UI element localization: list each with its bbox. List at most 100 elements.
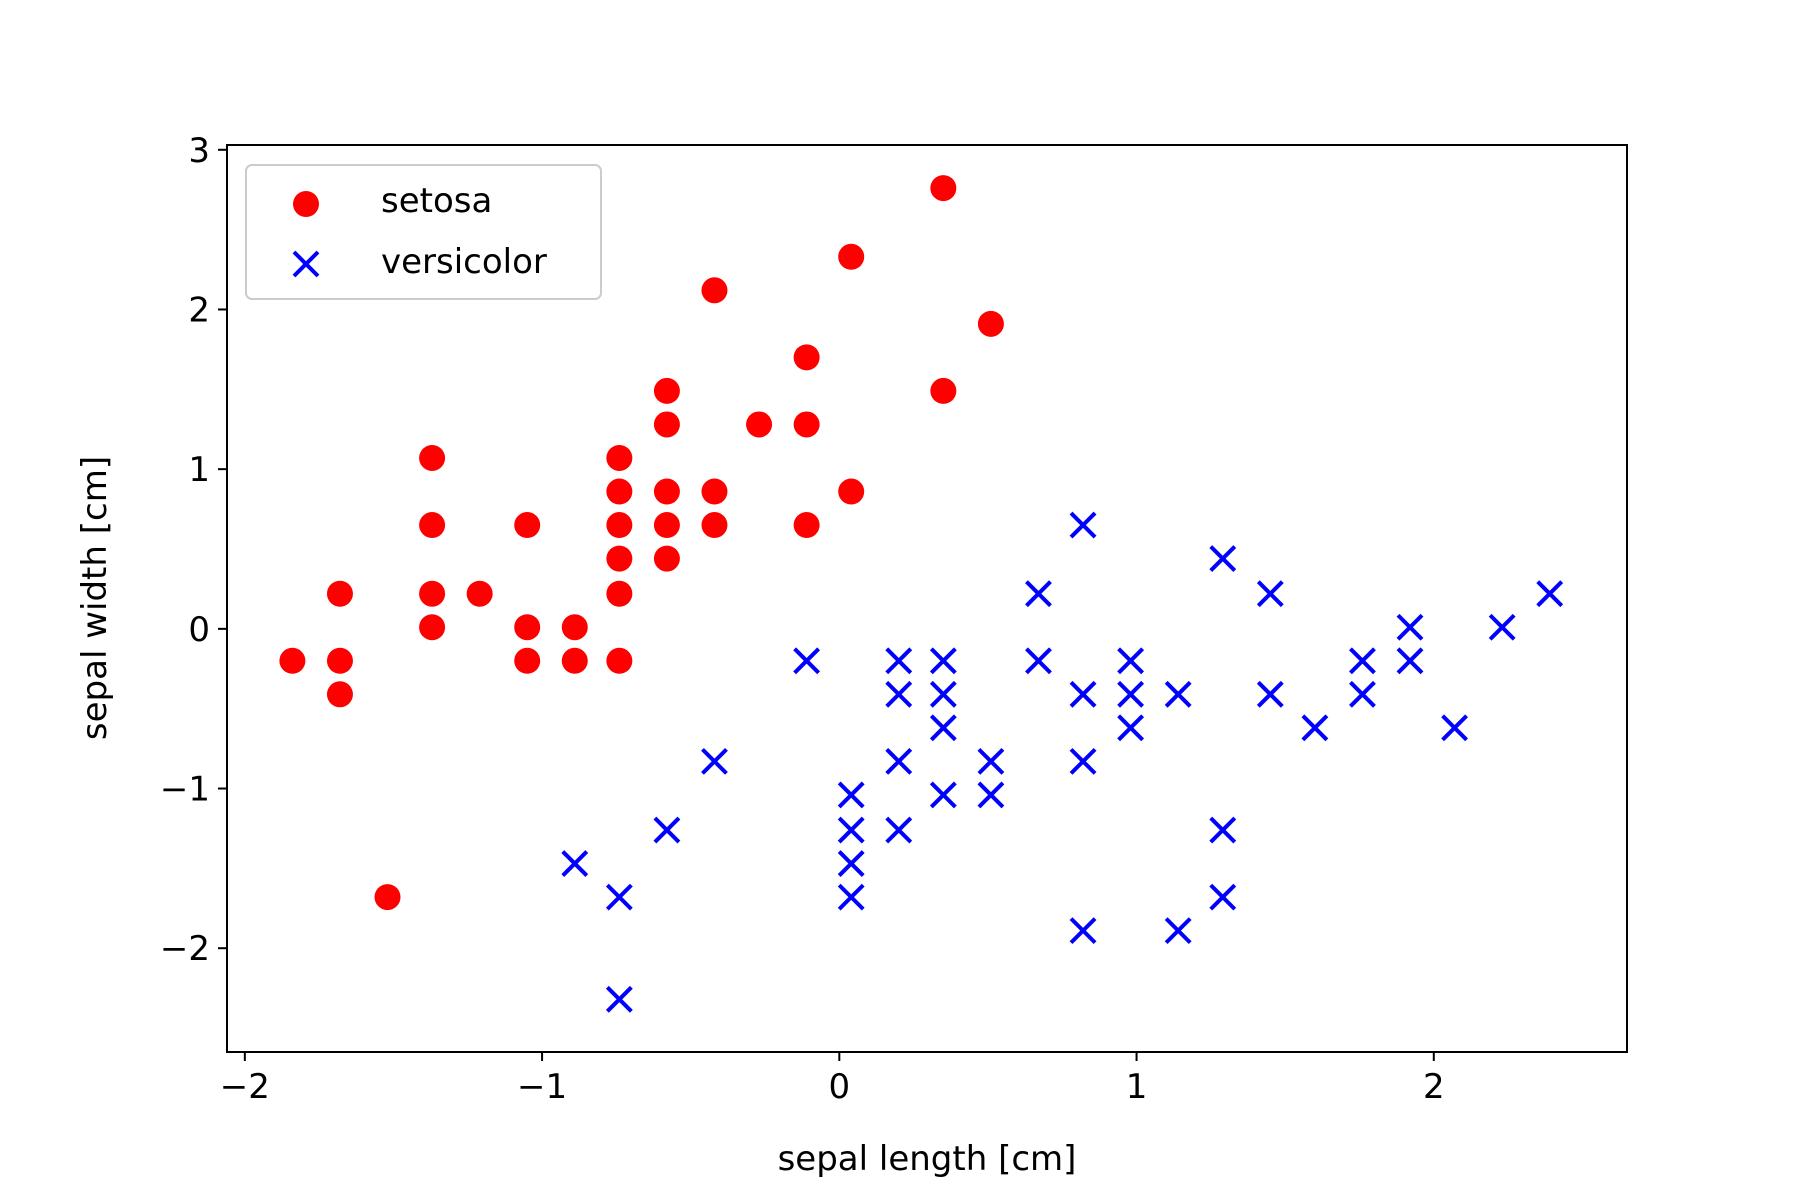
legend-label-setosa: setosa — [381, 181, 492, 221]
setosa-point — [561, 614, 588, 641]
versicolor-point — [605, 985, 633, 1013]
setosa-point — [514, 647, 541, 674]
setosa-point — [419, 512, 446, 539]
legend-marker-versicolor — [292, 250, 320, 278]
versicolor-point — [701, 747, 728, 775]
setosa-point — [653, 377, 680, 404]
setosa-point — [701, 512, 728, 539]
versicolor-point — [1256, 580, 1284, 608]
setosa-point — [930, 377, 957, 404]
versicolor-point — [793, 647, 821, 675]
y-tick-label: −1 — [160, 770, 210, 810]
versicolor-point — [837, 883, 865, 911]
setosa-point — [606, 580, 633, 607]
versicolor-point — [1025, 580, 1052, 608]
setosa-point — [606, 444, 633, 471]
setosa-point — [653, 545, 680, 572]
versicolor-point — [885, 816, 913, 844]
versicolor-point — [1301, 714, 1329, 742]
versicolor-point — [885, 647, 913, 675]
legend: setosa versicolor — [245, 164, 602, 300]
y-axis-title: sepal width [cm] — [75, 456, 115, 740]
setosa-point — [326, 580, 353, 607]
setosa-point — [838, 478, 865, 505]
versicolor-point — [1349, 647, 1376, 675]
setosa-point — [419, 444, 446, 471]
setosa-point — [653, 411, 680, 438]
setosa-point — [374, 884, 401, 911]
legend-marker-setosa — [293, 191, 319, 217]
ticks-layer: −2 −1 0 1 2 −2 −1 0 1 2 3 — [160, 131, 1445, 1107]
versicolor-point — [929, 714, 957, 742]
versicolor-point — [1209, 816, 1237, 844]
x-axis-title: sepal length [cm] — [778, 1139, 1077, 1179]
setosa-point — [466, 580, 493, 607]
versicolor-point — [977, 747, 1005, 775]
setosa-point — [606, 478, 633, 505]
setosa-point — [793, 512, 820, 539]
x-tick-label: 0 — [828, 1067, 850, 1107]
versicolor-point — [1069, 917, 1097, 945]
setosa-point — [977, 310, 1004, 337]
setosa-point — [606, 545, 633, 572]
setosa-point — [701, 478, 728, 505]
versicolor-point — [1117, 680, 1145, 708]
setosa-point — [419, 580, 446, 607]
versicolor-point — [837, 816, 865, 844]
versicolor-point — [1209, 883, 1237, 911]
points-layer — [279, 175, 1564, 1013]
versicolor-point — [561, 850, 589, 877]
setosa-point — [838, 243, 865, 270]
versicolor-point — [929, 647, 957, 675]
y-tick-label: 0 — [188, 610, 210, 650]
versicolor-point — [1441, 714, 1469, 742]
versicolor-point — [1069, 747, 1097, 775]
y-tick-label: 1 — [188, 450, 210, 490]
setosa-point — [561, 647, 588, 674]
versicolor-point — [929, 781, 957, 809]
versicolor-point — [1117, 647, 1145, 675]
setosa-point — [793, 411, 820, 438]
y-tick-label: 3 — [188, 131, 210, 171]
setosa-point — [514, 512, 541, 539]
setosa-point — [326, 681, 353, 708]
versicolor-point — [885, 680, 913, 708]
plot-area-frame — [226, 144, 1628, 1053]
versicolor-point — [653, 816, 681, 844]
setosa-point — [746, 411, 773, 438]
versicolor-point — [1069, 680, 1097, 708]
versicolor-point — [1396, 647, 1424, 675]
y-tick-label: 2 — [188, 290, 210, 330]
versicolor-point — [977, 781, 1005, 809]
versicolor-point — [837, 850, 865, 877]
versicolor-point — [1164, 917, 1192, 945]
setosa-point — [326, 647, 353, 674]
x-tick-label: 2 — [1423, 1067, 1445, 1107]
versicolor-point — [837, 781, 865, 809]
setosa-point — [793, 344, 820, 371]
y-tick-label: −2 — [160, 929, 210, 969]
versicolor-point — [1349, 680, 1376, 708]
versicolor-point — [1209, 545, 1237, 572]
versicolor-point — [1069, 511, 1097, 539]
versicolor-point — [1256, 680, 1284, 708]
setosa-point — [930, 175, 957, 202]
setosa-point — [279, 647, 306, 674]
legend-frame — [245, 164, 602, 300]
legend-label-versicolor: versicolor — [381, 242, 547, 282]
versicolor-point — [605, 883, 633, 911]
versicolor-point — [1117, 714, 1145, 742]
setosa-point — [653, 478, 680, 505]
versicolor-point — [885, 747, 913, 775]
setosa-point — [419, 614, 446, 641]
setosa-point — [514, 614, 541, 641]
versicolor-point — [1025, 647, 1052, 675]
versicolor-point — [1488, 613, 1516, 641]
versicolor-point — [929, 680, 957, 708]
versicolor-point — [1164, 680, 1192, 708]
versicolor-point — [1536, 580, 1564, 608]
x-tick-label: −1 — [517, 1067, 567, 1107]
setosa-point — [606, 647, 633, 674]
x-tick-label: −2 — [220, 1067, 270, 1107]
